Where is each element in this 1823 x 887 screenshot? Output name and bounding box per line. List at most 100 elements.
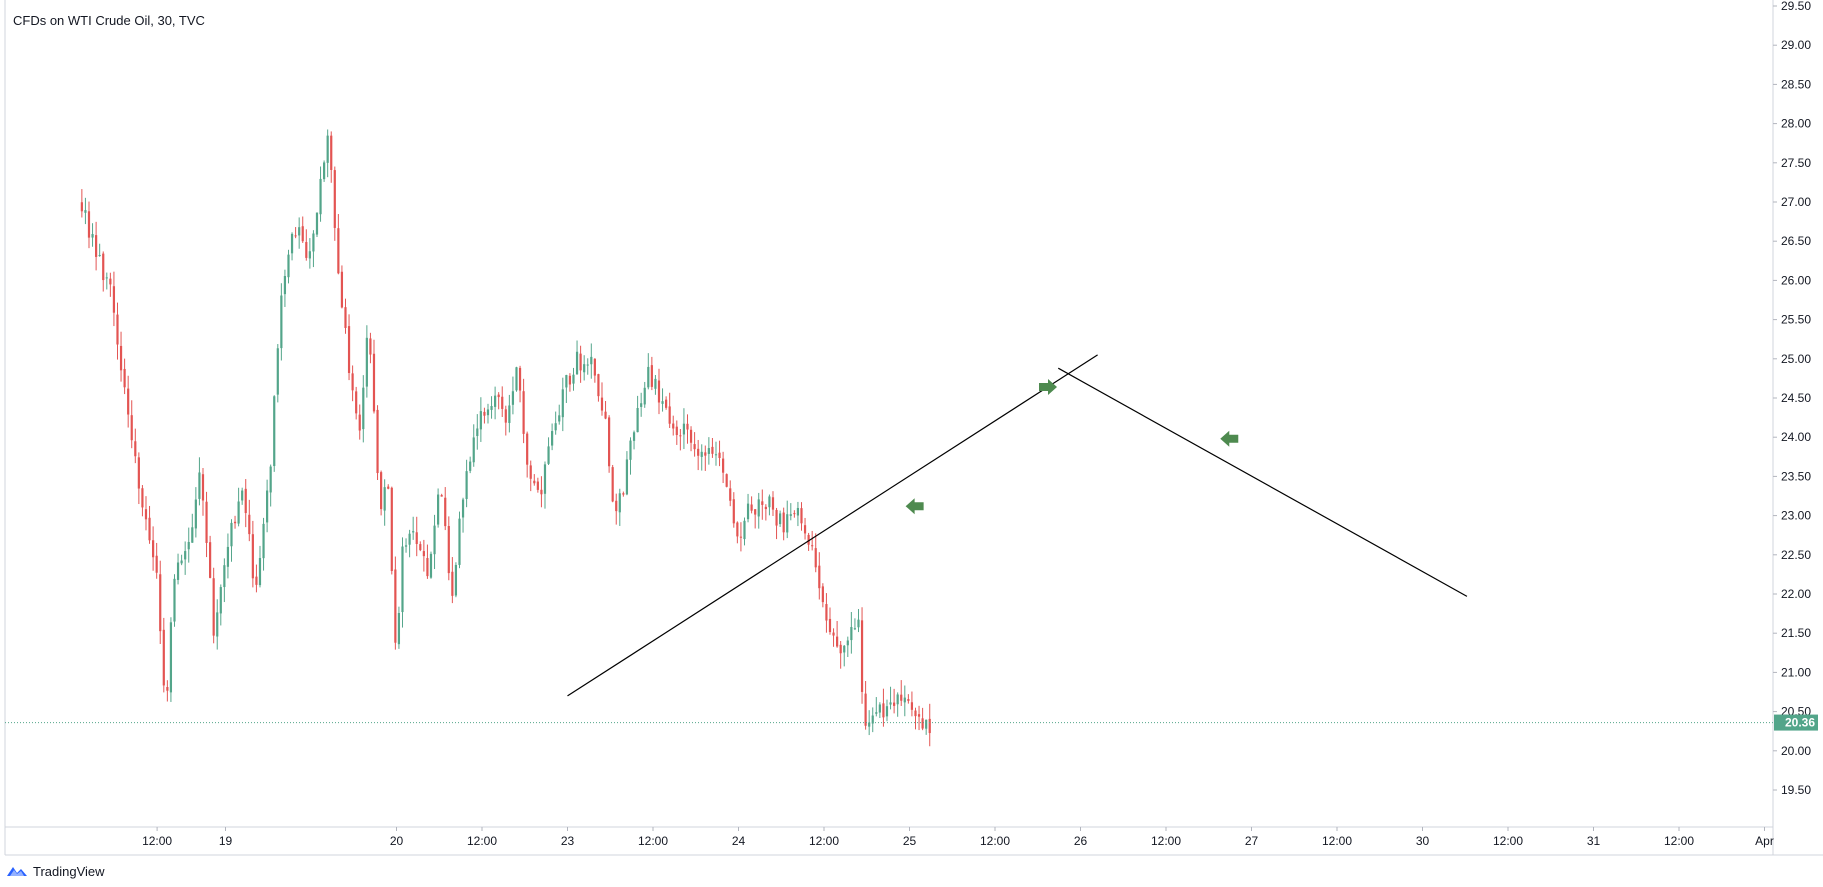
price-tick-label: 29.00 [1781,38,1811,52]
tradingview-brand[interactable]: TradingView [6,863,105,879]
candle [768,494,771,516]
candle-body [893,702,896,706]
candle-body [608,417,611,467]
candle-body [290,233,294,254]
candle [123,358,126,395]
candle [575,340,579,375]
candle-body [782,512,785,533]
candle [159,560,162,644]
candle-body [312,233,315,252]
candle-body [761,501,764,505]
candle-body [269,466,272,493]
candle [358,404,361,440]
candle [294,227,297,239]
price-tick-label: 27.50 [1781,156,1811,170]
candle-body [490,406,493,410]
candle-body [618,493,621,513]
candle [233,515,237,529]
candle-body [340,271,344,308]
candle-body [686,423,689,430]
candle [803,517,807,540]
candle [622,491,625,497]
candle-body [476,428,479,437]
candle-body [134,441,137,457]
candle-body [451,571,454,596]
candle [693,432,696,457]
candle-body [864,693,867,726]
price-tick-label: 21.50 [1781,626,1811,640]
candle-body [764,506,767,510]
candle-body [682,423,686,435]
candle [825,593,828,633]
candle-body [725,474,728,487]
candle-body [187,541,190,550]
price-tick-label: 23.00 [1781,509,1811,523]
candle [682,408,686,450]
candle-body [583,364,586,373]
candle [857,609,860,633]
candle-body [700,451,703,457]
candle [885,699,889,722]
candle [244,479,247,528]
candle [625,451,629,496]
candle [522,378,525,444]
symbol-title[interactable]: CFDs on WTI Crude Oil, 30, TVC [13,13,205,28]
candle [686,414,689,444]
candle-body [184,551,187,560]
candle-body [315,212,319,235]
candle-body [141,488,144,508]
candle-body [540,489,543,495]
time-tick-label: 26 [1074,834,1088,848]
candle [529,460,532,492]
candle-body [233,521,237,524]
candle-body [668,406,671,424]
candle-body [779,513,782,525]
time-axis: 12:00 19 20 12:00 23 12:00 24 12:00 25 12:00 26 12:… [142,827,1774,848]
candle [650,356,653,391]
candle-body [529,465,532,479]
candle-body [643,387,646,405]
candle [355,386,358,420]
candle-body [622,493,625,495]
candle [119,331,123,382]
candle [102,251,105,292]
candle-body [561,389,564,418]
last-price-badge [1774,714,1818,731]
candle-body [800,508,803,524]
candle-body [722,458,725,473]
candle-body [212,578,215,636]
candle [298,217,301,249]
candle-body [469,461,472,471]
candle-body [244,488,247,514]
candle [105,272,108,290]
candle [447,516,450,581]
candle [782,507,785,541]
candle-body [889,702,892,705]
candle [722,451,725,484]
candle [675,420,678,445]
candle-body [836,636,839,647]
candle-body [415,532,418,544]
candle-body [547,446,550,464]
candle-body [657,380,661,403]
candle-body [351,373,354,391]
candle [109,272,112,297]
candle [536,477,539,493]
candle [593,358,596,383]
candle [679,429,682,451]
candle [604,400,607,420]
candle-body [280,295,283,349]
candle [689,426,693,452]
time-tick-label: 12:00 [142,834,172,848]
candle-body [572,374,575,384]
candle-body [565,375,568,388]
candle-body [166,687,169,691]
candle-body [729,488,732,501]
candle [308,238,311,269]
candle-body [754,509,757,515]
candle [672,415,675,436]
candle-body [850,627,853,641]
candle-body [522,391,525,434]
